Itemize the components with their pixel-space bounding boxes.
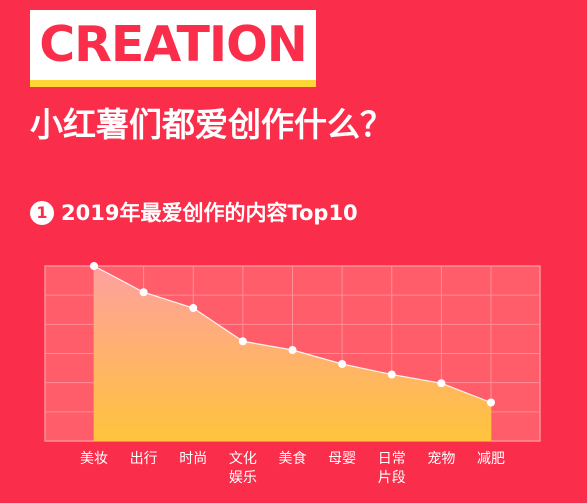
data-point <box>288 346 297 354</box>
data-point <box>338 360 347 368</box>
section-heading: 1 2019年最爱创作的内容Top10 <box>30 196 358 230</box>
creation-underline <box>30 80 316 87</box>
x-tick-label: 母婴 <box>328 451 356 467</box>
x-tick-label: 娱乐 <box>229 470 257 486</box>
x-tick-label: 日常 <box>378 451 406 467</box>
x-tick-label: 出行 <box>130 451 158 467</box>
x-tick-label: 宠物 <box>427 451 455 467</box>
x-tick-label: 片段 <box>378 470 406 486</box>
data-point <box>487 398 495 407</box>
data-point <box>238 337 247 346</box>
x-tick-label: 美食 <box>279 450 307 467</box>
data-point <box>139 288 148 297</box>
creation-title: CREATION <box>30 10 316 80</box>
x-tick-label: 时尚 <box>179 451 207 467</box>
data-point <box>437 379 446 388</box>
x-tick-label: 美妆 <box>80 451 108 467</box>
section-number-badge: 1 <box>30 201 54 225</box>
x-tick-label: 减肥 <box>477 451 505 467</box>
data-point <box>387 370 396 379</box>
section-title: 2019年最爱创作的内容Top10 <box>61 201 358 225</box>
page-headline: 小红薯们都爱创作什么？ <box>30 105 393 144</box>
data-point <box>189 304 198 312</box>
x-tick-label: 文化 <box>229 451 257 467</box>
data-point <box>90 262 98 270</box>
creation-banner: CREATION <box>30 10 316 87</box>
